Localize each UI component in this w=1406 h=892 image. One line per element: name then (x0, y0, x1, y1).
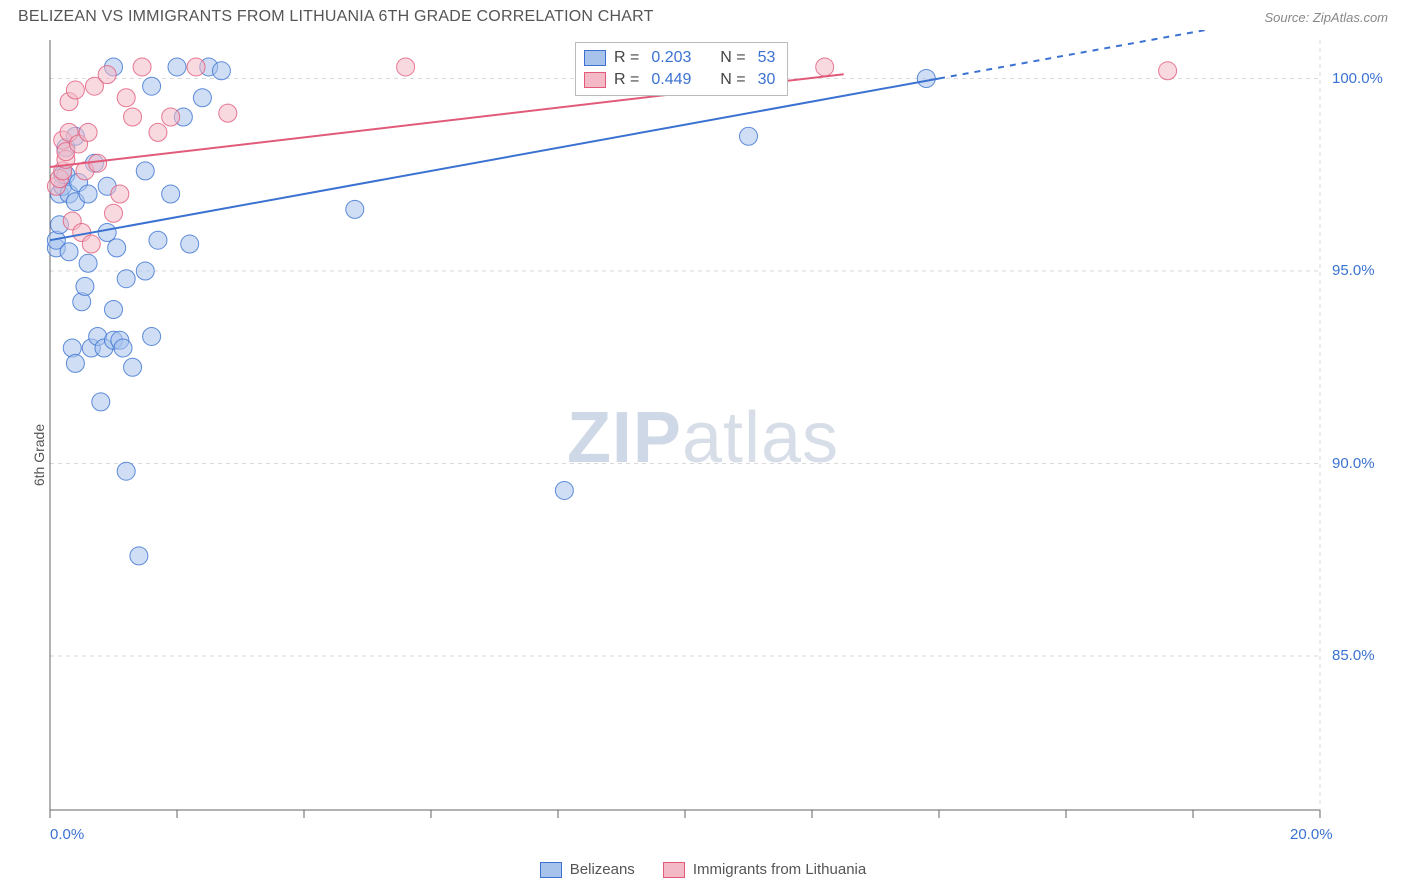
y-tick-label: 95.0% (1332, 262, 1375, 279)
legend-swatch (540, 862, 562, 878)
data-point (117, 270, 135, 288)
data-point (111, 185, 129, 203)
data-point (193, 89, 211, 107)
data-point (143, 77, 161, 95)
r-value: 0.449 (651, 71, 691, 89)
data-point (133, 58, 151, 76)
data-point (98, 224, 116, 242)
data-point (130, 547, 148, 565)
n-value: 53 (758, 49, 776, 67)
trend-line-dashed (939, 30, 1320, 79)
data-point (397, 58, 415, 76)
data-point (168, 58, 186, 76)
legend-row: R =0.449 N =30 (584, 69, 779, 91)
legend-swatch (584, 50, 606, 66)
data-point (117, 89, 135, 107)
legend-label: Belizeans (570, 861, 635, 878)
data-point (143, 327, 161, 345)
data-point (73, 293, 91, 311)
series-legend: Belizeans Immigrants from Lithuania (0, 861, 1406, 878)
data-point (79, 123, 97, 141)
data-point (82, 235, 100, 253)
data-point (117, 462, 135, 480)
r-value: 0.203 (651, 49, 691, 67)
data-point (149, 123, 167, 141)
data-point (76, 277, 94, 295)
data-point (63, 339, 81, 357)
legend-row: R =0.203 N =53 (584, 47, 779, 69)
data-point (816, 58, 834, 76)
data-point (124, 358, 142, 376)
trend-line (50, 79, 939, 241)
data-point (187, 58, 205, 76)
y-axis-label: 6th Grade (31, 424, 47, 486)
data-point (219, 104, 237, 122)
data-point (105, 204, 123, 222)
data-point (108, 239, 126, 257)
data-point (60, 243, 78, 261)
legend-label: Immigrants from Lithuania (693, 861, 866, 878)
data-point (124, 108, 142, 126)
data-point (555, 481, 573, 499)
legend-item: Immigrants from Lithuania (663, 861, 866, 878)
chart-area: 6th Grade ZIPatlas R =0.203 N =53R =0.44… (0, 30, 1406, 880)
data-point (114, 339, 132, 357)
header: BELIZEAN VS IMMIGRANTS FROM LITHUANIA 6T… (0, 0, 1406, 30)
n-value: 30 (758, 71, 776, 89)
y-tick-label: 90.0% (1332, 455, 1375, 472)
chart-svg (0, 30, 1406, 880)
data-point (79, 185, 97, 203)
data-point (136, 162, 154, 180)
data-point (740, 127, 758, 145)
data-point (79, 254, 97, 272)
data-point (162, 108, 180, 126)
x-tick-label: 0.0% (50, 826, 84, 843)
data-point (212, 62, 230, 80)
legend-swatch (663, 862, 685, 878)
source-label: Source: ZipAtlas.com (1264, 10, 1388, 25)
data-point (98, 66, 116, 84)
data-point (105, 301, 123, 319)
data-point (66, 81, 84, 99)
data-point (66, 354, 84, 372)
chart-title: BELIZEAN VS IMMIGRANTS FROM LITHUANIA 6T… (18, 8, 654, 26)
data-point (149, 231, 167, 249)
data-point (917, 70, 935, 88)
y-tick-label: 85.0% (1332, 647, 1375, 664)
data-point (162, 185, 180, 203)
data-point (1159, 62, 1177, 80)
y-tick-label: 100.0% (1332, 70, 1383, 87)
x-tick-label: 20.0% (1290, 826, 1333, 843)
data-point (346, 200, 364, 218)
correlation-legend: R =0.203 N =53R =0.449 N =30 (575, 42, 788, 96)
legend-item: Belizeans (540, 861, 635, 878)
legend-swatch (584, 72, 606, 88)
data-point (181, 235, 199, 253)
data-point (136, 262, 154, 280)
data-point (92, 393, 110, 411)
